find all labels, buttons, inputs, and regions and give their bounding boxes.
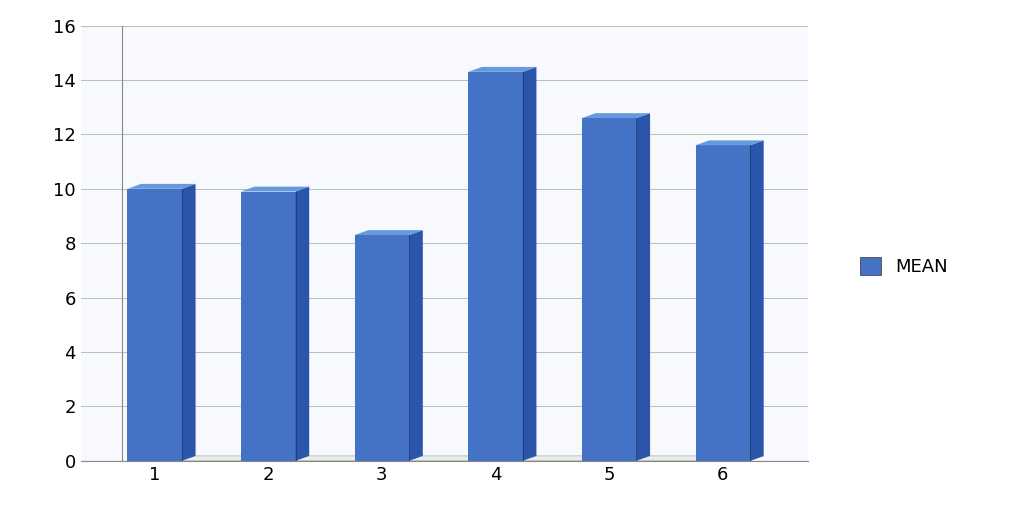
- Polygon shape: [355, 230, 423, 235]
- Polygon shape: [750, 140, 764, 461]
- Polygon shape: [696, 145, 750, 461]
- Polygon shape: [182, 184, 196, 461]
- Polygon shape: [582, 118, 636, 461]
- Polygon shape: [127, 184, 196, 189]
- Legend: MEAN: MEAN: [852, 249, 955, 283]
- Polygon shape: [241, 191, 296, 461]
- Polygon shape: [296, 187, 309, 461]
- Polygon shape: [469, 67, 536, 72]
- Polygon shape: [355, 235, 409, 461]
- Polygon shape: [696, 140, 764, 145]
- Polygon shape: [409, 230, 423, 461]
- Polygon shape: [127, 456, 764, 461]
- Polygon shape: [582, 113, 650, 118]
- Polygon shape: [469, 72, 523, 461]
- Polygon shape: [127, 189, 182, 461]
- Polygon shape: [523, 67, 536, 461]
- Polygon shape: [241, 187, 309, 191]
- Polygon shape: [636, 113, 650, 461]
